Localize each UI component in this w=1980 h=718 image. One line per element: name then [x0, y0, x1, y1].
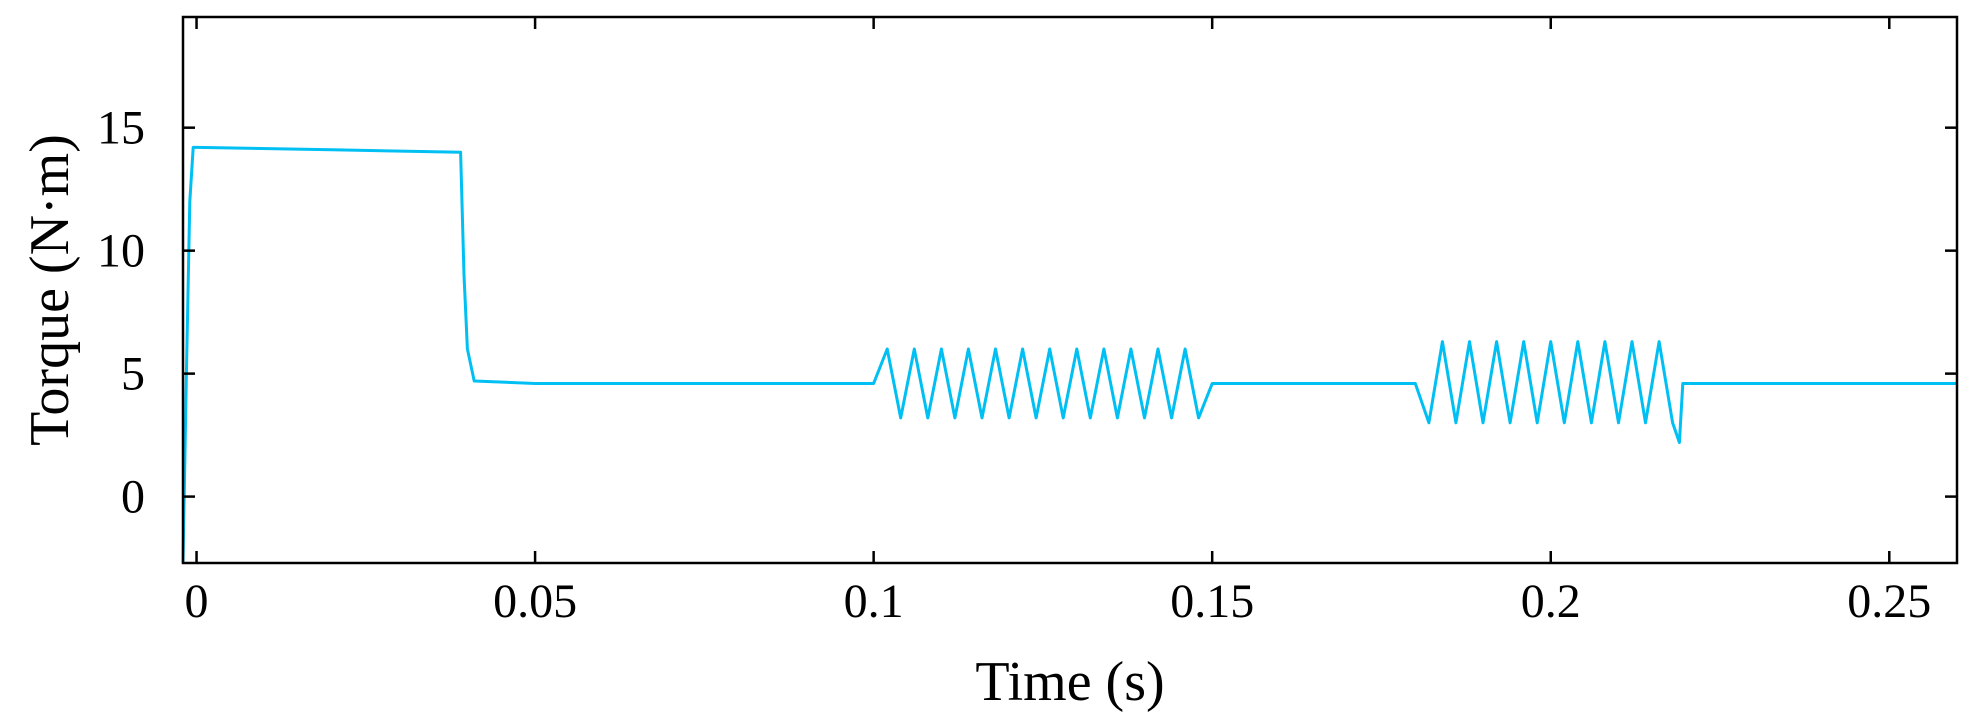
y-tick-label: 0 — [121, 471, 145, 524]
y-tick-label: 10 — [97, 225, 145, 278]
x-tick-label: 0.15 — [1170, 575, 1254, 628]
x-tick-label: 0.1 — [844, 575, 904, 628]
x-tick-label: 0 — [185, 575, 209, 628]
x-tick-label: 0.05 — [493, 575, 577, 628]
y-axis-label: Torque (N·m) — [19, 134, 81, 446]
x-axis-label: Time (s) — [975, 651, 1164, 713]
x-tick-label: 0.2 — [1521, 575, 1581, 628]
axes-frame — [181, 15, 1959, 565]
torque-series-line — [181, 145, 1957, 564]
x-axis-ticks: 0 0.05 0.1 0.15 0.2 0.25 — [185, 17, 1931, 628]
y-axis-ticks: 0 5 10 15 — [97, 102, 1957, 524]
y-tick-label: 5 — [121, 348, 145, 401]
x-tick-label: 0.25 — [1847, 575, 1931, 628]
plot-area — [181, 145, 1957, 564]
y-tick-label: 15 — [97, 102, 145, 155]
